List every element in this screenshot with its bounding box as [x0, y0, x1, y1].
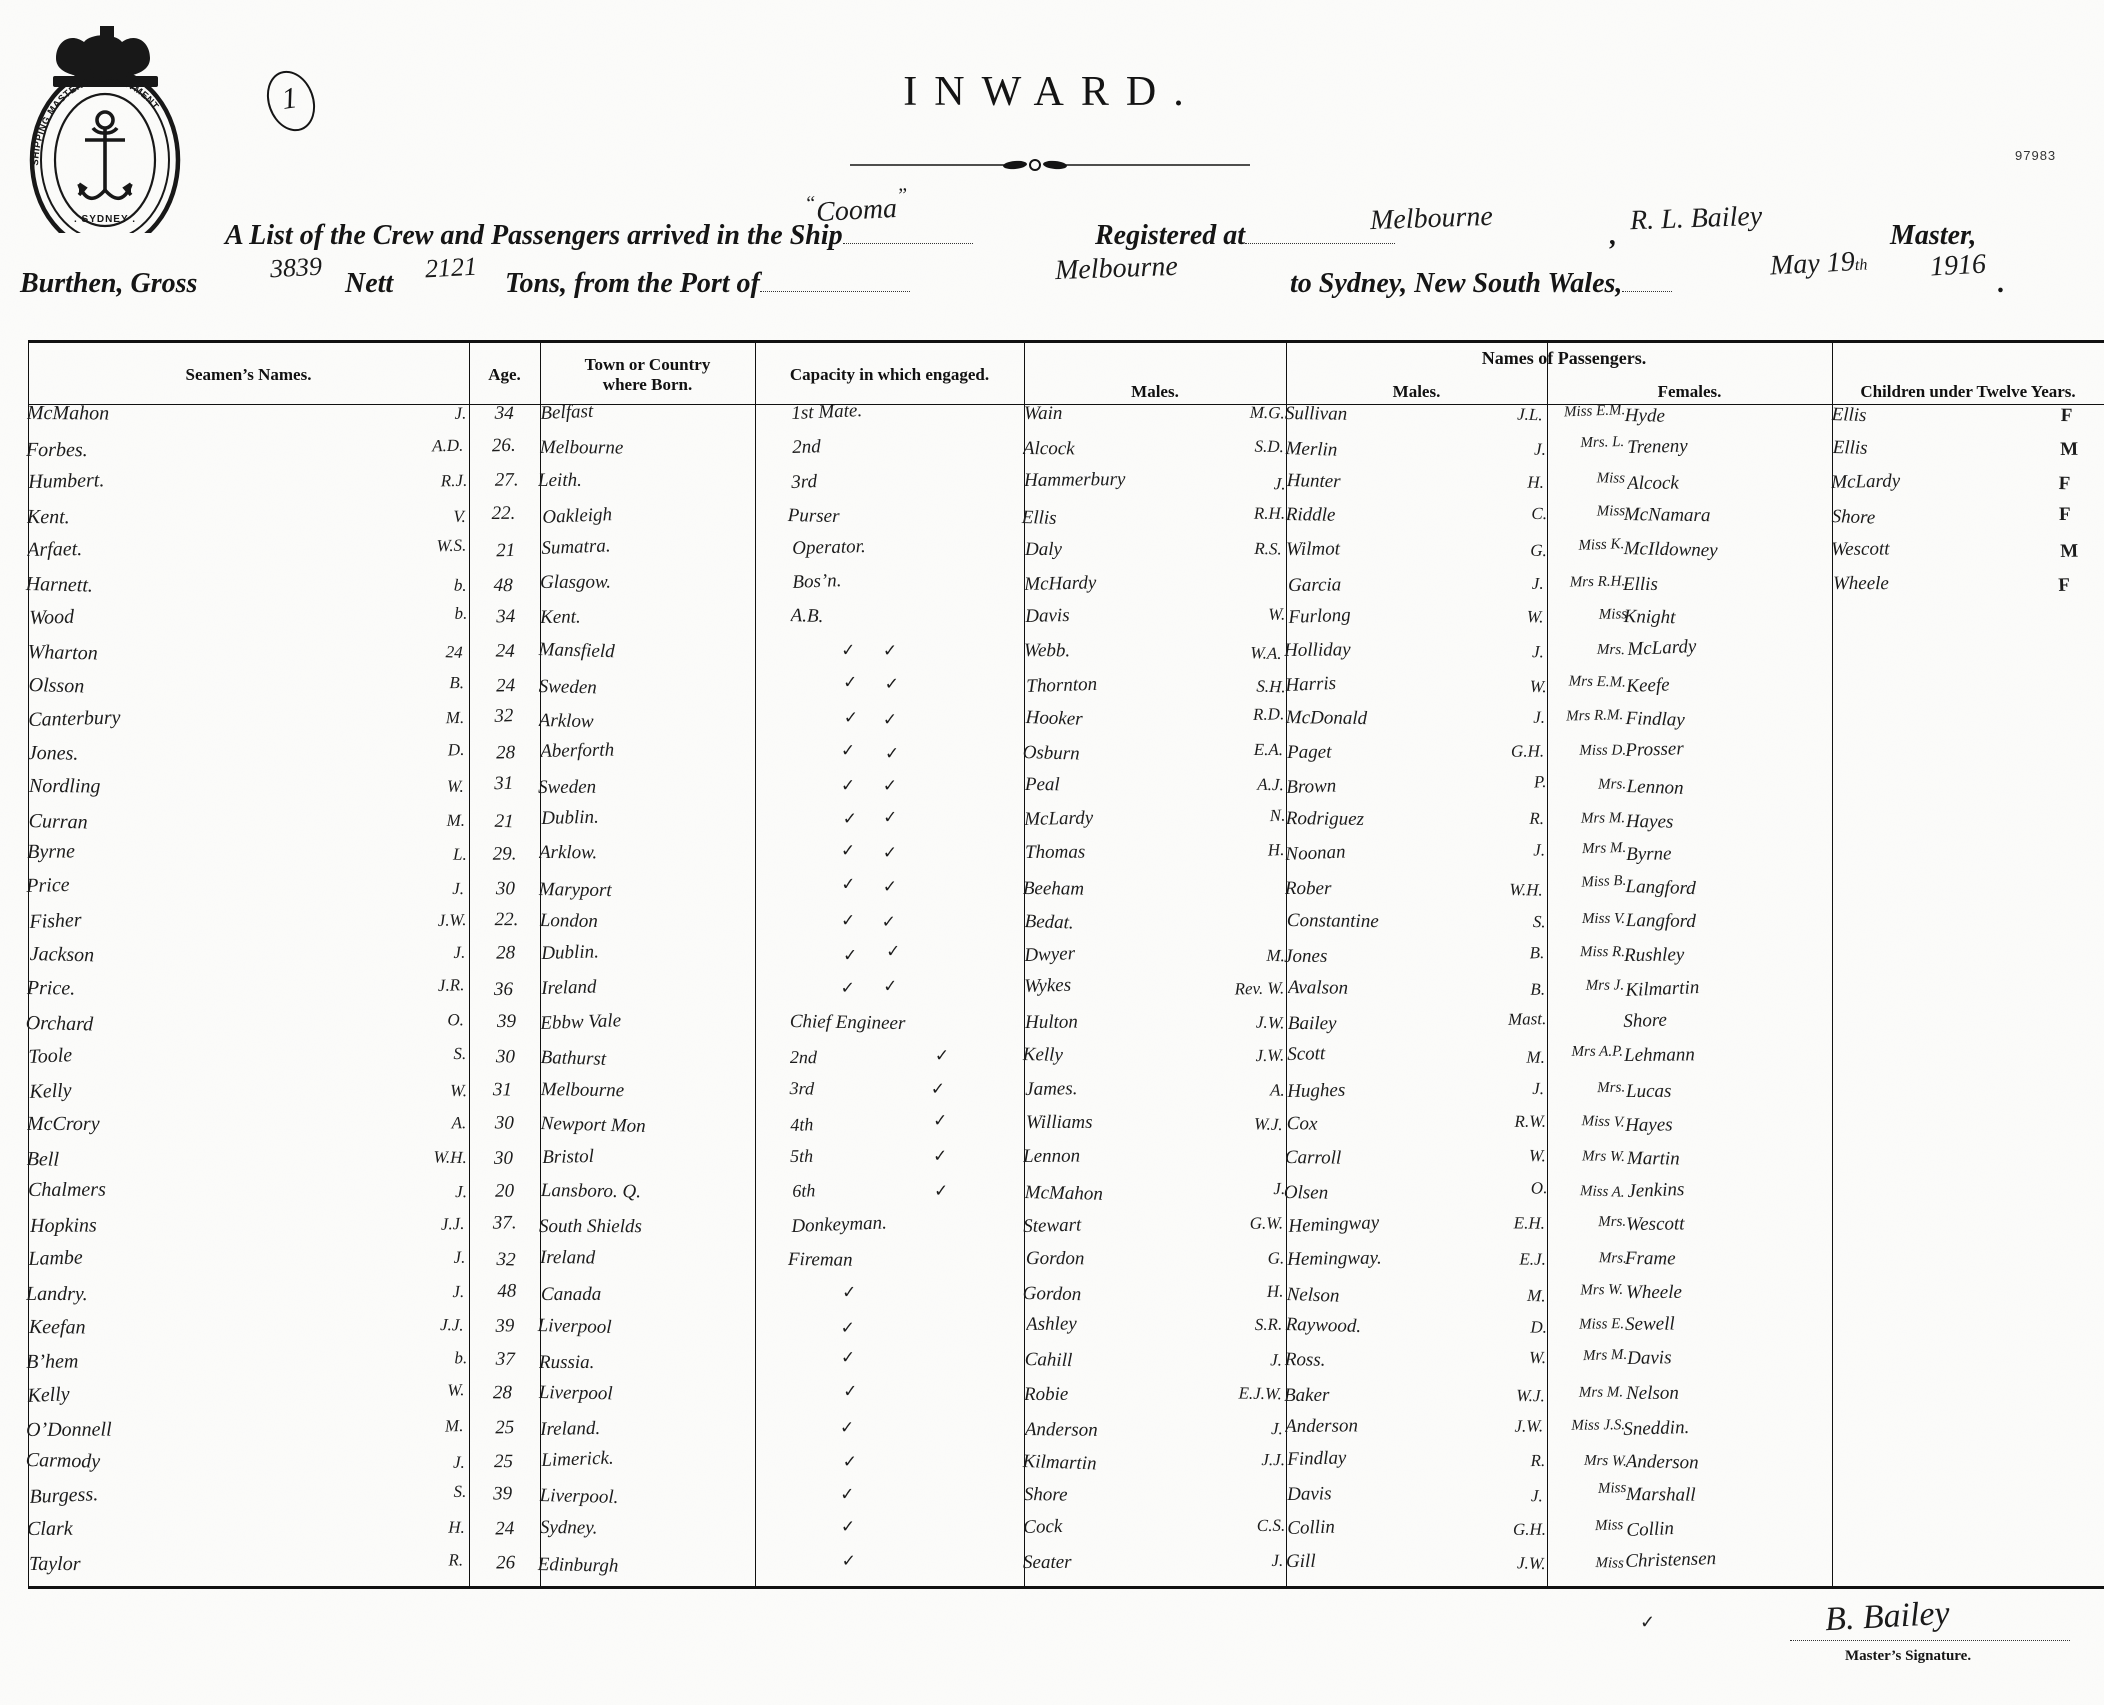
svg-text:. SYDNEY .: . SYDNEY .: [74, 214, 136, 225]
